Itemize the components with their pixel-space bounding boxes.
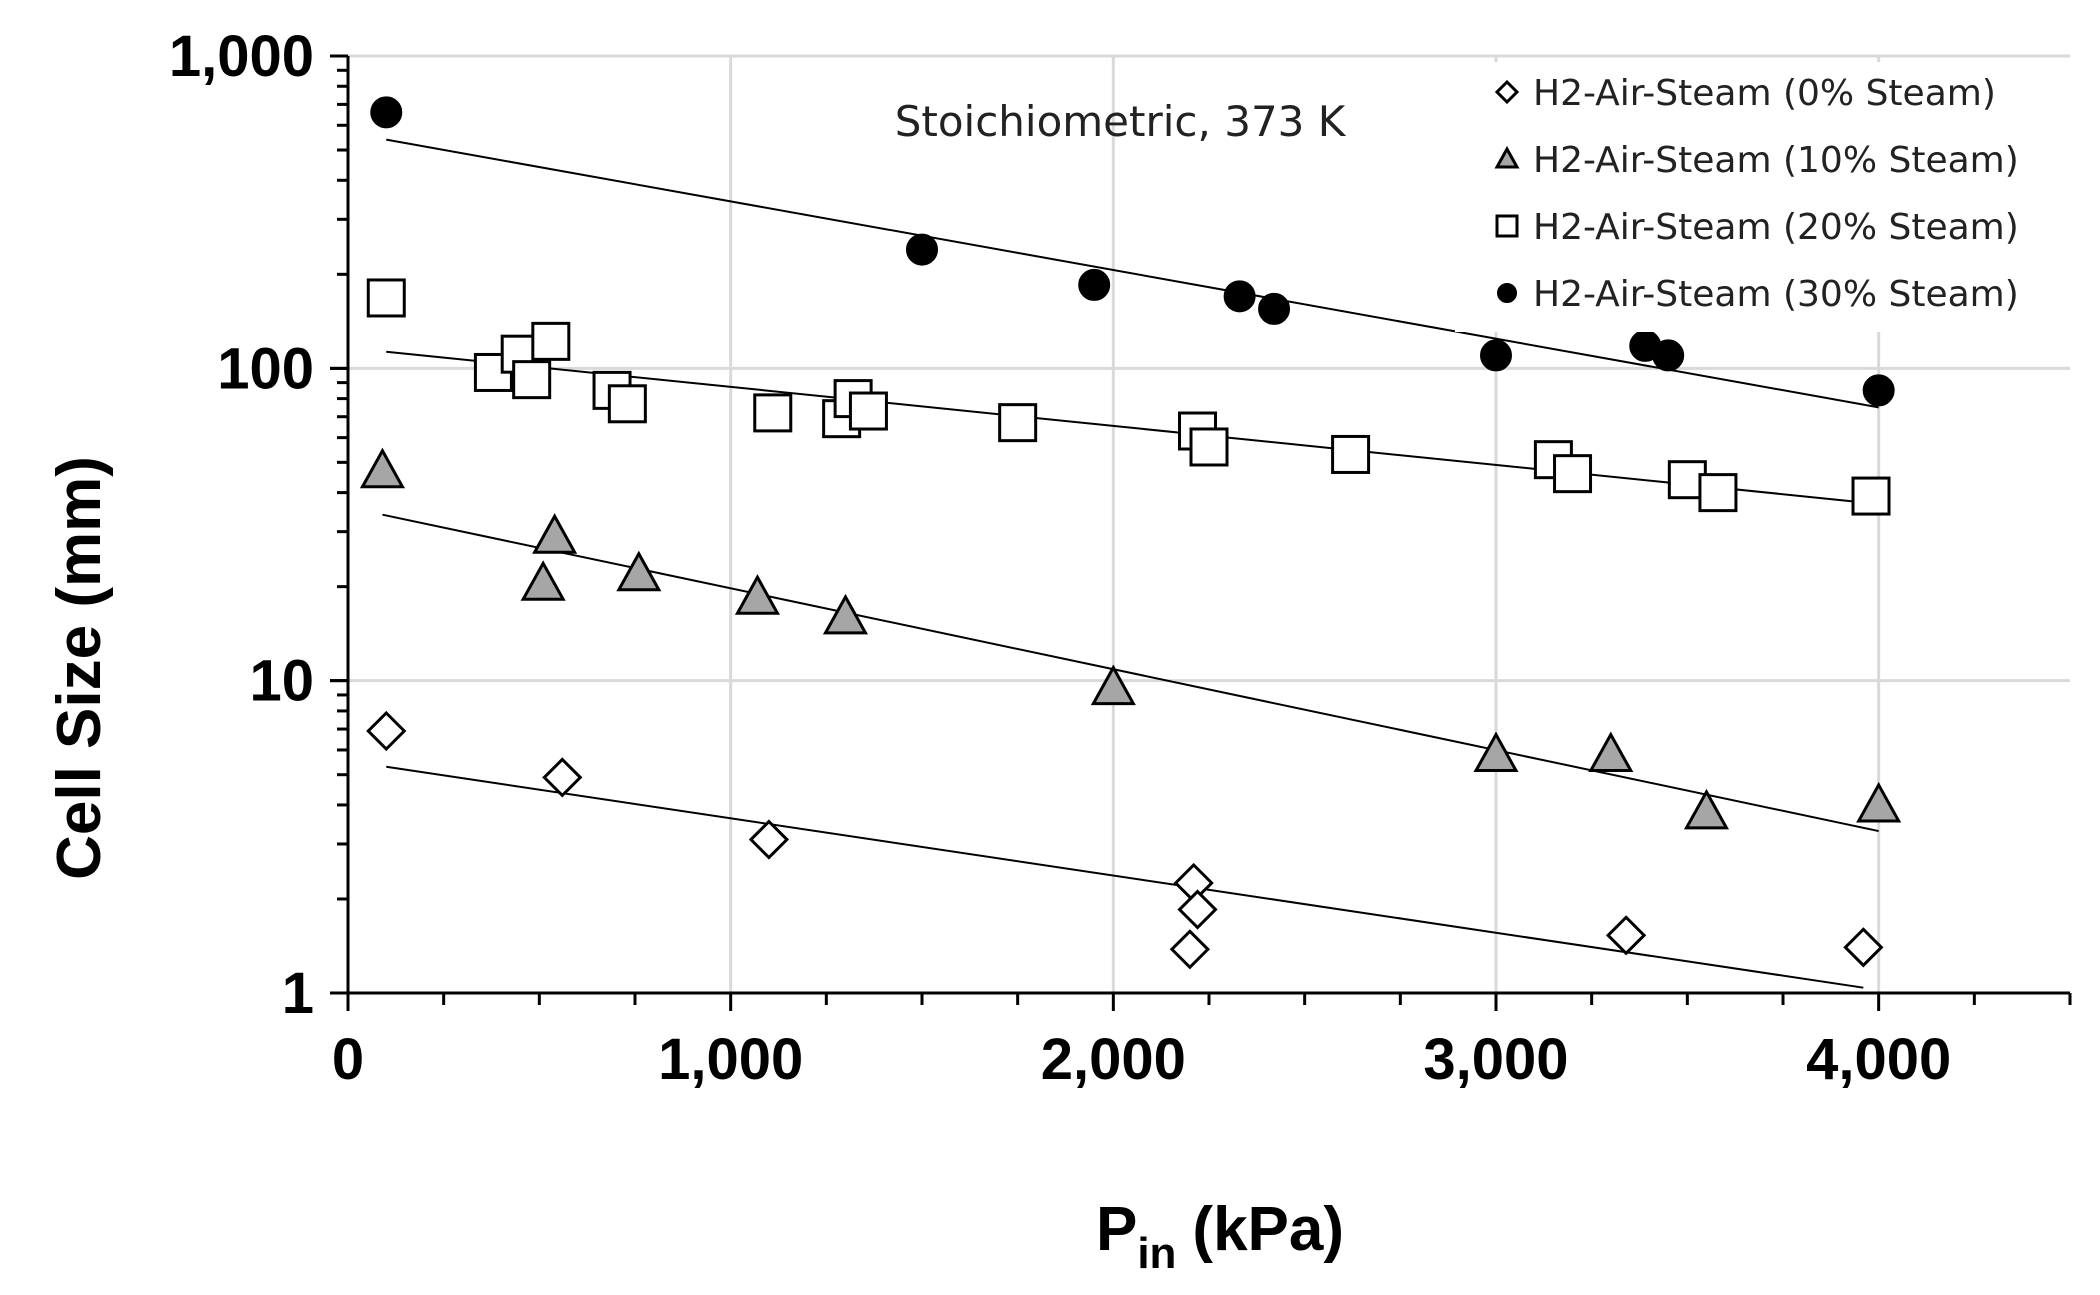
data-point-series-0 (748, 819, 790, 860)
data-point-series-3 (906, 233, 938, 266)
data-point-series-0 (366, 710, 407, 752)
axes (330, 54, 2072, 1011)
data-point-series-2 (1851, 476, 1891, 516)
x-tick-label: 1,000 (658, 1027, 803, 1092)
x-axis-title-subscript: in (1137, 1229, 1176, 1278)
legend-label-series-2: H2-Air-Steam (20% Steam) (1533, 207, 2019, 248)
data-point-series-3 (1652, 339, 1685, 372)
data-point-series-1 (1473, 731, 1519, 773)
data-point-series-2 (607, 384, 647, 424)
x-axis-title: Pin (kPa) (1096, 1195, 1344, 1278)
data-point-series-2 (1331, 434, 1371, 474)
x-tick-label: 2,000 (1041, 1027, 1186, 1092)
data-point-series-0 (1605, 915, 1647, 956)
x-tick-labels: 0 1,000 2,000 3,000 4,000 (332, 1027, 1951, 1092)
data-point-series-1 (359, 447, 405, 489)
data-point-series-1 (1683, 788, 1730, 830)
data-point-series-1 (520, 560, 566, 601)
data-point-series-2 (753, 393, 793, 433)
trend-line-series-1 (382, 513, 1879, 833)
data-point-series-3 (370, 96, 403, 129)
trend-line-series-3 (386, 138, 1879, 409)
x-axis-title-main: P (1096, 1195, 1137, 1264)
data-point-series-2 (1698, 473, 1738, 513)
data-point-series-1 (1856, 781, 1902, 823)
x-tick-label: 4,000 (1806, 1027, 1951, 1092)
data-point-series-1 (734, 574, 781, 615)
legend-marker-series-0 (1494, 79, 1520, 105)
x-tick-label: 3,000 (1423, 1027, 1568, 1092)
data-point-series-3 (1223, 280, 1256, 313)
y-axis-title: Cell Size (mm) (45, 456, 114, 880)
data-point-series-2 (848, 391, 888, 431)
legend-marker-series-3 (1497, 283, 1517, 303)
y-tick-label: 1,000 (169, 24, 314, 89)
data-point-series-1 (616, 550, 662, 592)
data-point-series-2 (531, 321, 571, 361)
trend-line-series-2 (386, 350, 1872, 505)
y-tick-label: 1 (282, 961, 314, 1026)
data-point-series-3 (1480, 339, 1512, 372)
data-point-series-3 (1078, 268, 1111, 301)
legend-label-series-3: H2-Air-Steam (30% Steam) (1533, 274, 2019, 315)
legend-label-series-1: H2-Air-Steam (10% Steam) (1533, 140, 2019, 181)
data-point-series-0 (1177, 889, 1218, 930)
data-point-series-0 (542, 757, 583, 798)
data-point-series-1 (1090, 664, 1136, 706)
data-points (359, 96, 1902, 970)
data-point-series-2 (1189, 427, 1229, 467)
trend-lines (382, 138, 1879, 989)
trend-line-series-0 (386, 765, 1864, 989)
data-point-series-1 (822, 593, 869, 635)
y-tick-label: 100 (217, 336, 314, 401)
data-point-series-2 (998, 403, 1038, 443)
x-tick-label: 0 (332, 1027, 364, 1092)
data-point-series-0 (1169, 929, 1210, 970)
data-point-series-0 (1843, 927, 1884, 968)
data-point-series-3 (1862, 374, 1895, 407)
legend-marker-series-2 (1495, 214, 1519, 238)
chart-annotation: Stoichiometric, 373 K (895, 97, 1347, 146)
data-point-series-2 (1553, 454, 1593, 494)
data-point-series-2 (512, 360, 552, 400)
data-point-series-2 (366, 278, 406, 318)
legend-label-series-0: H2-Air-Steam (0% Steam) (1533, 73, 1996, 114)
data-point-series-1 (1588, 731, 1634, 773)
data-point-series-1 (532, 513, 578, 554)
legend: H2-Air-Steam (0% Steam) H2-Air-Steam (10%… (1455, 62, 2060, 332)
legend-marker-series-1 (1494, 145, 1520, 169)
legend-background (1455, 62, 2060, 332)
data-point-series-3 (1258, 292, 1291, 325)
y-tick-labels: 1 10 100 1,000 (169, 24, 314, 1026)
x-axis-title-unit: (kPa) (1192, 1195, 1344, 1264)
y-tick-label: 10 (249, 649, 314, 714)
